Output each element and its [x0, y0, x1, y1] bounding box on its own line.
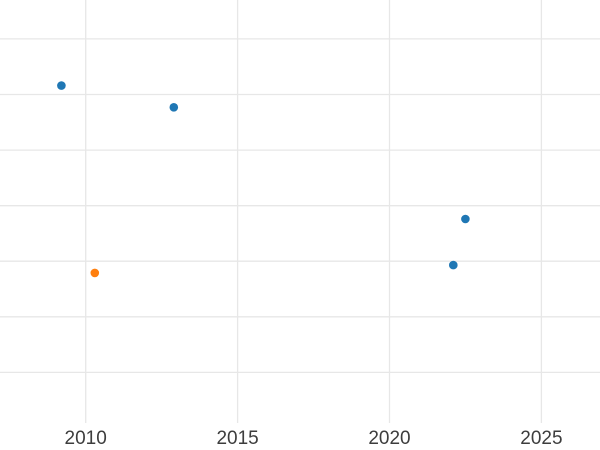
- data-point-orange-series: [90, 268, 100, 278]
- data-point-blue-series: [57, 81, 66, 90]
- data-point-blue-series: [449, 260, 458, 270]
- x-tick-label: 2010: [65, 428, 107, 449]
- data-point-blue-series: [461, 214, 470, 224]
- data-point-blue-series: [169, 103, 179, 112]
- x-tick-label: 2020: [368, 428, 410, 449]
- x-tick-label: 2015: [216, 428, 258, 449]
- x-tick-label: 2025: [520, 428, 562, 449]
